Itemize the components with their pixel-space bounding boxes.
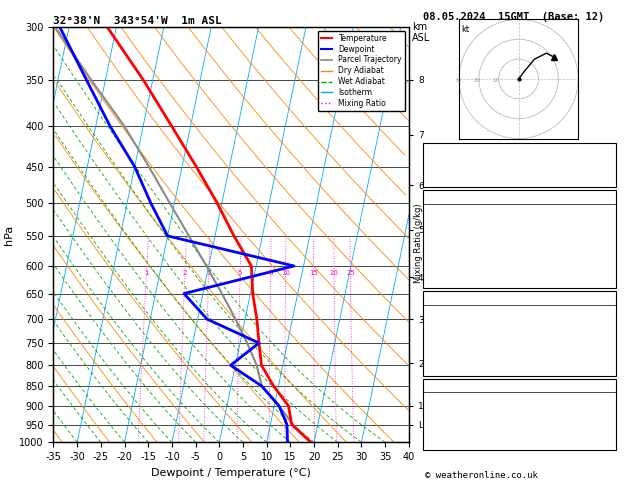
Text: 10: 10 [493,78,500,83]
Text: 30: 30 [602,158,613,168]
Text: 32°38'N  343°54'W  1m ASL: 32°38'N 343°54'W 1m ASL [53,16,222,26]
Text: 109: 109 [596,407,613,417]
Text: 19.3: 19.3 [591,205,613,214]
Text: 2: 2 [182,270,187,276]
Text: 5: 5 [238,270,242,276]
Text: PW (cm): PW (cm) [426,172,464,181]
Text: 3: 3 [206,270,211,276]
Text: 0: 0 [607,260,613,269]
Text: Dewp (°C): Dewp (°C) [426,219,475,228]
Text: Temp (°C): Temp (°C) [426,205,475,214]
Text: Surface: Surface [501,191,538,201]
Text: 23: 23 [602,434,613,444]
Text: km
ASL: km ASL [412,22,430,43]
Text: © weatheronline.co.uk: © weatheronline.co.uk [425,471,537,480]
Text: 20: 20 [330,270,338,276]
Text: CIN (J): CIN (J) [426,273,464,282]
Text: 08.05.2024  15GMT  (Base: 12): 08.05.2024 15GMT (Base: 12) [423,12,604,22]
Text: Hodograph: Hodograph [496,380,543,389]
Text: 8: 8 [607,145,613,154]
Text: StmDir: StmDir [426,421,459,430]
Text: K: K [426,145,432,154]
Text: θₑ(K): θₑ(K) [426,232,454,242]
Text: θₑ (K): θₑ (K) [426,320,459,329]
Text: 1: 1 [144,270,148,276]
Text: 0: 0 [607,273,613,282]
Y-axis label: hPa: hPa [4,225,14,244]
Text: CIN (J): CIN (J) [426,361,464,370]
Text: Totals Totals: Totals Totals [426,158,496,168]
Text: 14.4: 14.4 [591,219,613,228]
Text: 320: 320 [596,232,613,242]
Text: Pressure (mb): Pressure (mb) [426,306,496,315]
Text: SREH: SREH [426,407,448,417]
Text: 3: 3 [607,333,613,343]
Text: Mixing Ratio (g/kg): Mixing Ratio (g/kg) [414,203,423,283]
Text: 0: 0 [607,347,613,356]
Text: Lifted Index: Lifted Index [426,246,491,255]
Text: Lifted Index: Lifted Index [426,333,491,343]
Text: Most Unstable: Most Unstable [484,293,555,302]
Text: 8: 8 [269,270,273,276]
Text: 66: 66 [602,394,613,403]
Text: 248°: 248° [591,421,613,430]
Text: EH: EH [426,394,437,403]
Text: 6: 6 [607,246,613,255]
Text: CAPE (J): CAPE (J) [426,260,469,269]
X-axis label: Dewpoint / Temperature (°C): Dewpoint / Temperature (°C) [151,468,311,478]
Text: 25: 25 [346,270,355,276]
Text: 15: 15 [309,270,318,276]
Text: CAPE (J): CAPE (J) [426,347,469,356]
Text: StmSpd (kt): StmSpd (kt) [426,434,486,444]
Text: 30: 30 [455,78,462,83]
Text: 2.54: 2.54 [591,172,613,181]
Text: 750: 750 [596,306,613,315]
Text: 20: 20 [474,78,481,83]
Legend: Temperature, Dewpoint, Parcel Trajectory, Dry Adiabat, Wet Adiabat, Isotherm, Mi: Temperature, Dewpoint, Parcel Trajectory… [318,31,405,111]
Text: 10: 10 [281,270,290,276]
Text: kt: kt [461,25,469,35]
Text: 0: 0 [607,361,613,370]
Text: 326: 326 [596,320,613,329]
